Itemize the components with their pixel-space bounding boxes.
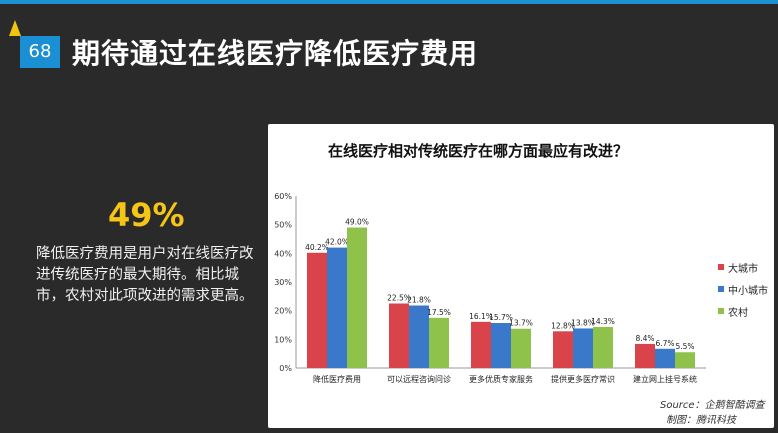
- y-tick-label: 20%: [274, 307, 292, 316]
- bar: [511, 328, 531, 368]
- slide-number: 68: [20, 36, 60, 68]
- chart-panel: 在线医疗相对传统医疗在哪方面最应有改进？ 0% 10% 20% 30% 40% 50% 60…: [268, 124, 774, 428]
- chart-source: Source：企鹅智酷调查: [660, 400, 765, 411]
- bar: [409, 305, 429, 368]
- bar: [327, 247, 347, 368]
- data-label: 40.2%: [305, 243, 329, 252]
- y-tick-label: 50%: [274, 221, 292, 230]
- data-label: 13.8%: [571, 318, 595, 327]
- x-tick-label: 提供更多医疗常识: [551, 374, 615, 384]
- data-label: 13.7%: [509, 319, 533, 328]
- chart-maker: 制图：腾讯科技: [666, 415, 736, 426]
- y-tick-label: 60%: [274, 192, 292, 201]
- y-tick-label: 0%: [279, 364, 292, 373]
- data-label: 22.5%: [387, 294, 411, 303]
- bar: [573, 328, 593, 368]
- legend-item: 农村: [718, 300, 768, 322]
- bar: [593, 327, 613, 368]
- data-label: 12.8%: [551, 321, 575, 330]
- legend-label: 大城市: [728, 263, 758, 275]
- data-label: 17.5%: [427, 308, 451, 317]
- x-tick-label: 可以远程咨询问诊: [387, 374, 451, 384]
- x-tick-label: 降低医疗费用: [313, 374, 361, 384]
- description-text: 降低医疗费用是用户对在线医疗改进传统医疗的最大期待。相比城市，农村对此项改进的需…: [36, 246, 254, 304]
- y-tick-label: 10%: [274, 335, 292, 344]
- legend-item: 大城市: [718, 256, 768, 278]
- bar: [389, 303, 409, 368]
- x-tick-label: 更多优质专家服务: [469, 374, 533, 384]
- y-tick-label: 30%: [274, 278, 292, 287]
- chart-title: 在线医疗相对传统医疗在哪方面最应有改进？: [327, 142, 628, 160]
- legend-swatch: [718, 264, 724, 270]
- bar: [307, 252, 327, 368]
- top-accent-bar: [0, 0, 778, 4]
- bar-chart: 0% 10% 20% 30% 40% 50% 60% 40.2%42.0% 49.0% 降低医疗费…: [274, 192, 706, 384]
- bar: [429, 317, 449, 368]
- legend-label: 中小城市: [728, 285, 768, 297]
- data-label: 21.8%: [407, 296, 431, 305]
- y-tick-label: 40%: [274, 249, 292, 258]
- data-label: 6.7%: [655, 339, 674, 348]
- slide-title: 期待通过在线医疗降低医疗费用: [72, 37, 479, 70]
- data-label: 5.5%: [675, 342, 694, 351]
- bar: [471, 321, 491, 368]
- data-label: 8.4%: [635, 334, 654, 343]
- bar: [553, 331, 573, 368]
- chart-legend: 大城市 中小城市 农村: [718, 256, 768, 322]
- legend-label: 农村: [728, 307, 748, 319]
- x-tick-label: 建立网上挂号系统: [633, 374, 697, 384]
- bar: [635, 343, 655, 368]
- slide-number-accent: [9, 20, 21, 36]
- legend-swatch: [718, 286, 724, 292]
- data-label: 15.7%: [489, 313, 513, 322]
- legend-swatch: [718, 308, 724, 314]
- data-label: 16.1%: [469, 312, 493, 321]
- data-label: 14.3%: [591, 317, 615, 326]
- bar: [675, 352, 695, 368]
- highlight-value: 49%: [108, 196, 185, 234]
- data-label: 49.0%: [345, 218, 369, 227]
- legend-item: 中小城市: [718, 278, 768, 300]
- bar: [347, 227, 367, 368]
- data-label: 42.0%: [325, 238, 349, 247]
- bar: [655, 348, 675, 368]
- bar: [491, 322, 511, 368]
